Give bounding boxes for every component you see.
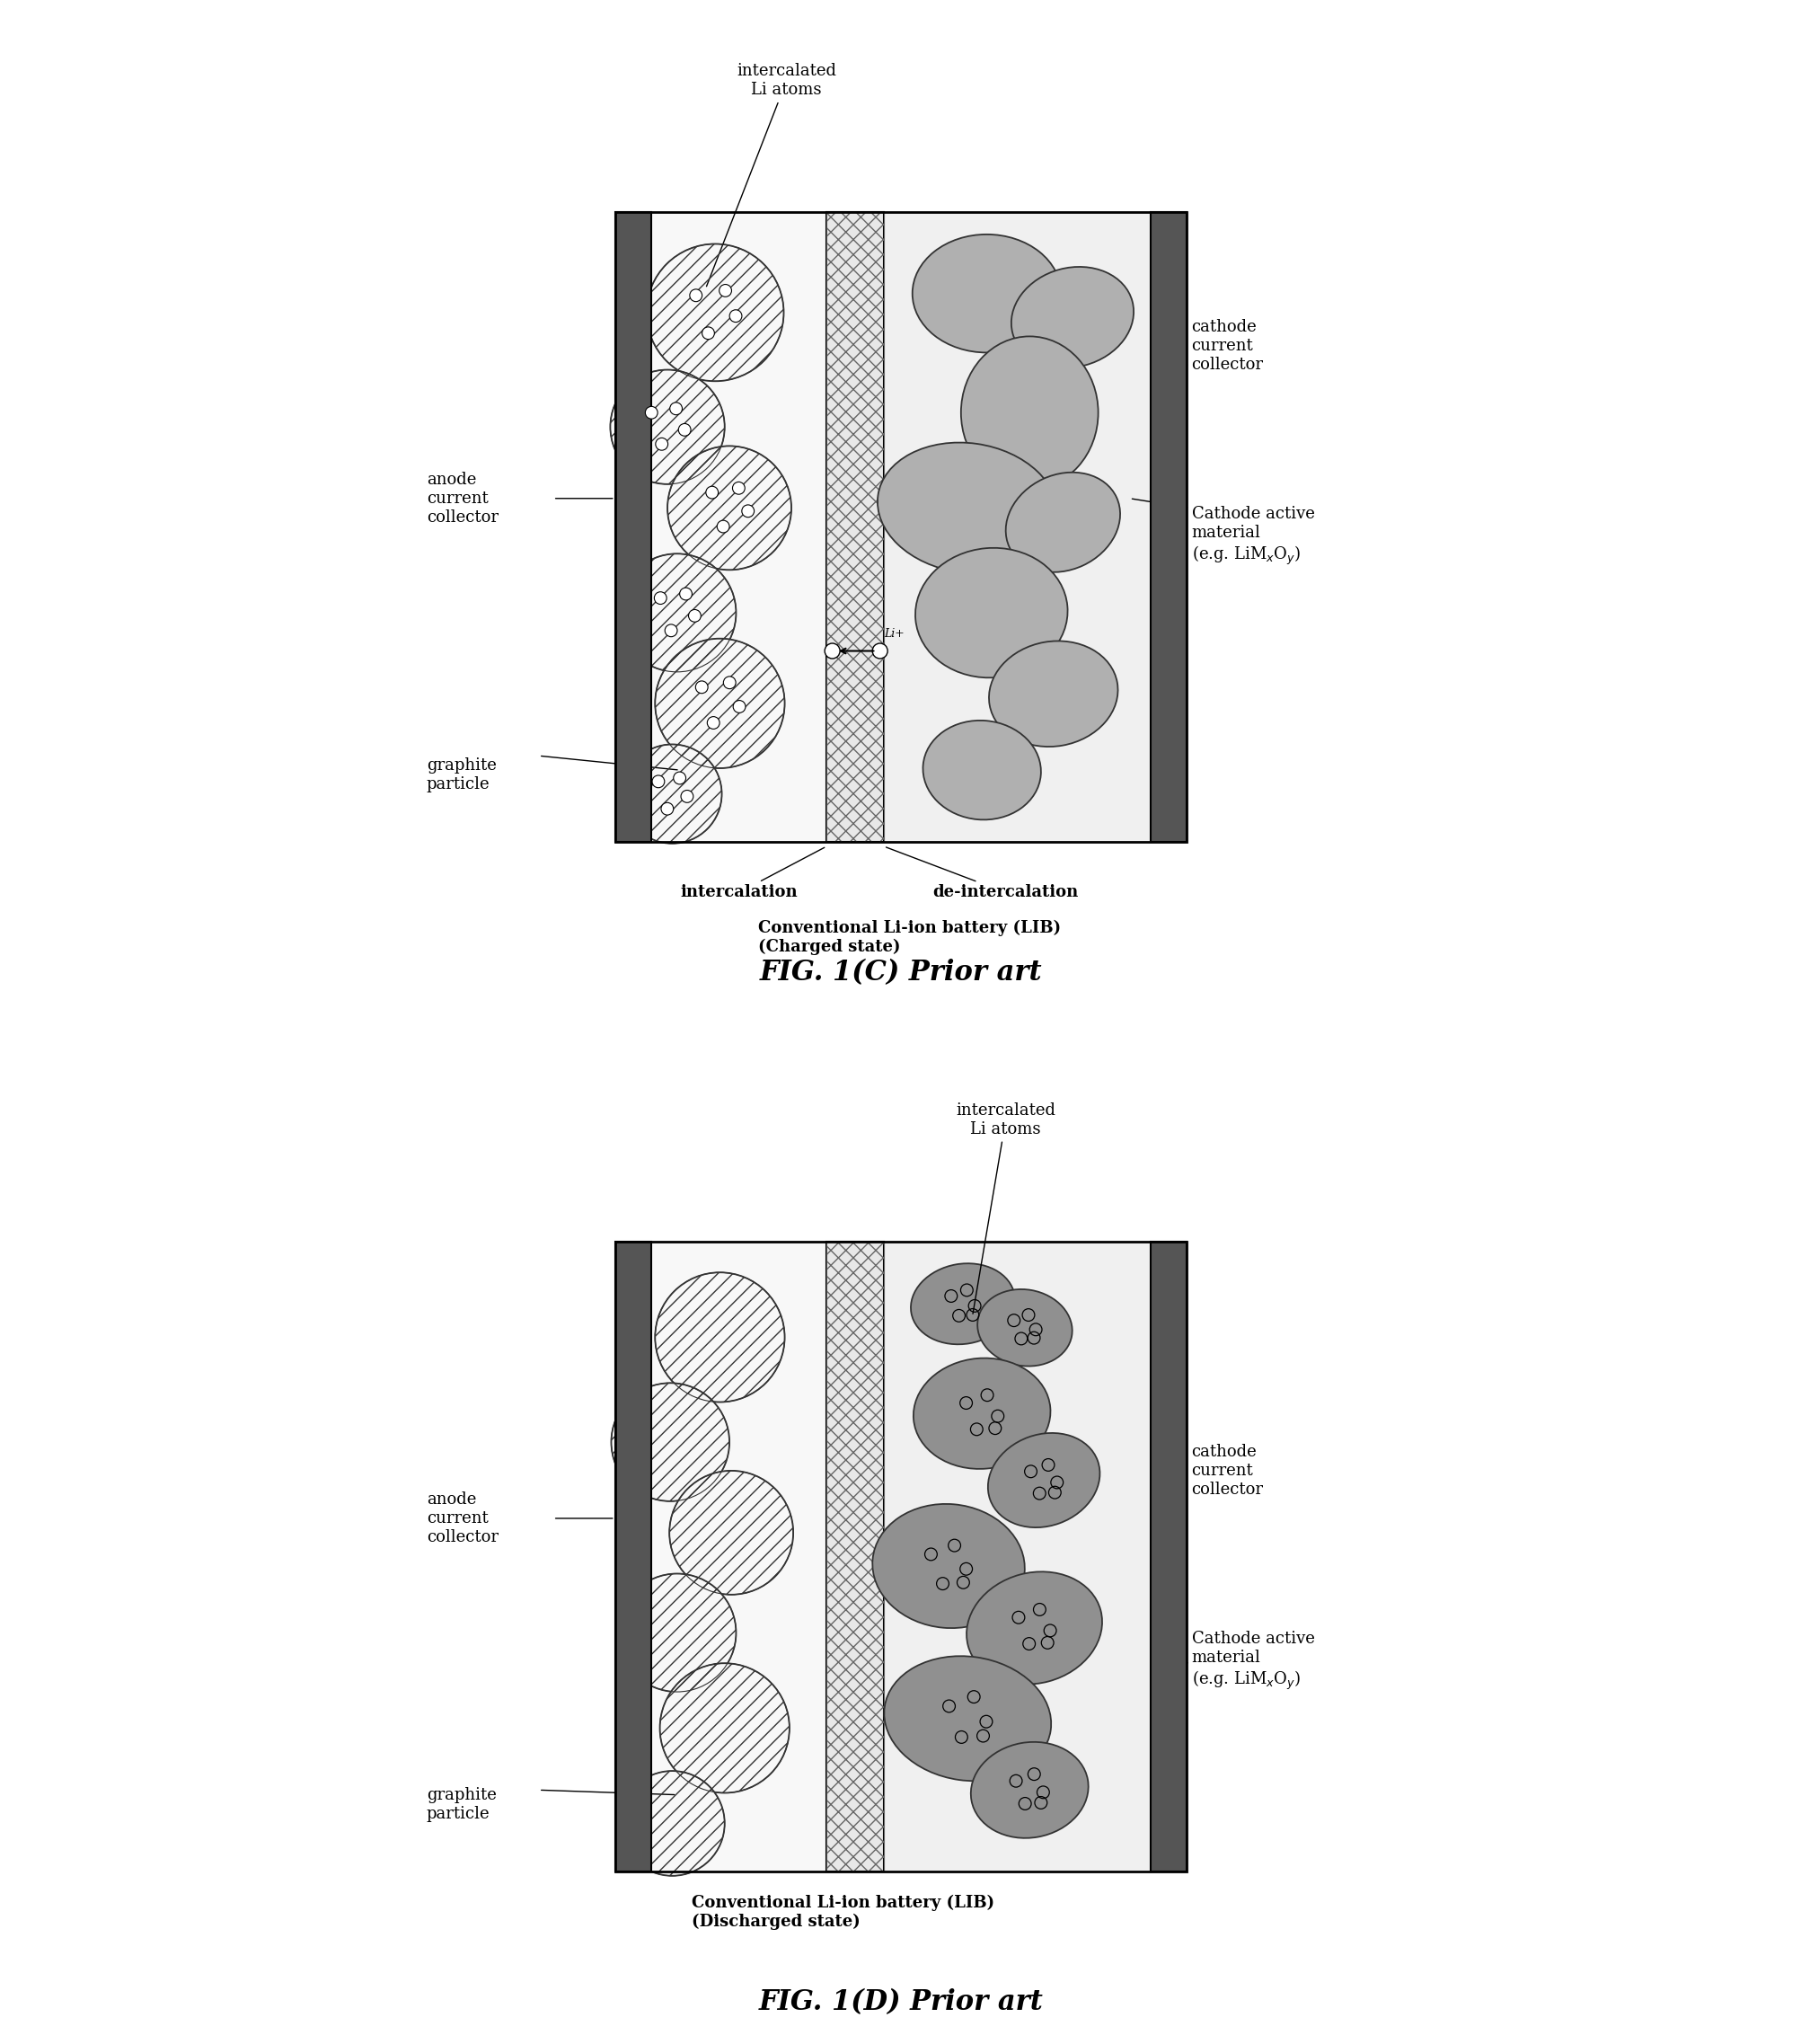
Text: de-intercalation: de-intercalation <box>886 846 1079 901</box>
Bar <box>1151 1243 1187 1870</box>
Text: intercalated
Li atoms: intercalated Li atoms <box>956 1102 1055 1314</box>
Ellipse shape <box>910 1263 1014 1345</box>
Bar <box>827 213 882 842</box>
Ellipse shape <box>965 1572 1102 1684</box>
Circle shape <box>661 803 674 816</box>
Circle shape <box>620 1770 724 1876</box>
Bar <box>614 213 1187 842</box>
Bar <box>827 1243 882 1870</box>
Circle shape <box>623 744 722 844</box>
Ellipse shape <box>911 235 1061 352</box>
Text: cathode
current
collector: cathode current collector <box>1190 319 1263 372</box>
Text: FIG. 1(D) Prior art: FIG. 1(D) Prior art <box>758 1989 1043 2015</box>
Bar <box>882 1243 1151 1870</box>
Ellipse shape <box>872 1504 1025 1629</box>
Circle shape <box>618 1574 737 1692</box>
Circle shape <box>742 505 755 517</box>
Circle shape <box>733 482 744 495</box>
Ellipse shape <box>987 1433 1099 1527</box>
Ellipse shape <box>877 444 1057 574</box>
Circle shape <box>654 593 666 605</box>
Text: Cathode active
material
(e.g. LiM$_x$O$_y$): Cathode active material (e.g. LiM$_x$O$_… <box>1190 1631 1315 1692</box>
Circle shape <box>647 243 783 380</box>
Circle shape <box>645 407 657 419</box>
Ellipse shape <box>913 1357 1050 1470</box>
Circle shape <box>690 288 702 303</box>
Circle shape <box>695 681 708 693</box>
Bar <box>650 213 827 842</box>
Ellipse shape <box>884 1656 1050 1780</box>
Text: intercalated
Li atoms: intercalated Li atoms <box>706 63 836 286</box>
Circle shape <box>688 609 701 621</box>
Circle shape <box>666 446 791 570</box>
Circle shape <box>611 1384 729 1500</box>
Circle shape <box>665 623 677 638</box>
Circle shape <box>706 486 719 499</box>
Bar <box>827 213 882 842</box>
Text: Li+: Li+ <box>882 628 904 640</box>
Circle shape <box>652 775 665 787</box>
Bar <box>827 1243 882 1870</box>
Ellipse shape <box>976 1290 1072 1365</box>
Ellipse shape <box>1005 472 1120 572</box>
Text: Conventional Li-ion battery (LIB)
(Charged state): Conventional Li-ion battery (LIB) (Charg… <box>758 920 1061 955</box>
Bar <box>882 213 1151 842</box>
Bar <box>1151 213 1187 842</box>
Circle shape <box>825 644 839 658</box>
Text: FIG. 1(C) Prior art: FIG. 1(C) Prior art <box>760 959 1041 987</box>
Ellipse shape <box>1010 268 1133 368</box>
Text: Conventional Li-ion battery (LIB)
(Discharged state): Conventional Li-ion battery (LIB) (Disch… <box>692 1895 994 1930</box>
Circle shape <box>706 717 719 730</box>
Text: graphite
particle: graphite particle <box>427 1786 495 1821</box>
Circle shape <box>733 701 746 713</box>
Circle shape <box>618 554 737 672</box>
Text: intercalation: intercalation <box>681 848 825 901</box>
Circle shape <box>872 644 888 658</box>
Bar <box>614 1243 650 1870</box>
Circle shape <box>656 1273 783 1402</box>
Circle shape <box>659 1664 789 1793</box>
Circle shape <box>679 589 692 601</box>
Bar <box>650 1243 827 1870</box>
Text: anode
current
collector: anode current collector <box>427 1492 497 1545</box>
Circle shape <box>702 327 713 339</box>
Ellipse shape <box>971 1741 1088 1838</box>
Circle shape <box>674 773 686 785</box>
Text: cathode
current
collector: cathode current collector <box>1190 1443 1263 1498</box>
Circle shape <box>611 370 724 484</box>
Circle shape <box>679 423 690 435</box>
Circle shape <box>668 1472 792 1594</box>
Circle shape <box>717 521 729 533</box>
Ellipse shape <box>989 642 1117 746</box>
Circle shape <box>719 284 731 296</box>
Bar <box>614 213 650 842</box>
Circle shape <box>656 638 783 769</box>
Circle shape <box>670 403 683 415</box>
Text: Cathode active
material
(e.g. LiM$_x$O$_y$): Cathode active material (e.g. LiM$_x$O$_… <box>1190 507 1315 566</box>
Circle shape <box>722 677 735 689</box>
Circle shape <box>729 311 742 323</box>
Circle shape <box>681 791 693 803</box>
Ellipse shape <box>922 719 1041 820</box>
Text: anode
current
collector: anode current collector <box>427 472 497 525</box>
Text: graphite
particle: graphite particle <box>427 758 495 793</box>
Bar <box>614 1243 1187 1870</box>
Ellipse shape <box>960 337 1097 489</box>
Circle shape <box>656 437 668 450</box>
Ellipse shape <box>915 548 1068 679</box>
